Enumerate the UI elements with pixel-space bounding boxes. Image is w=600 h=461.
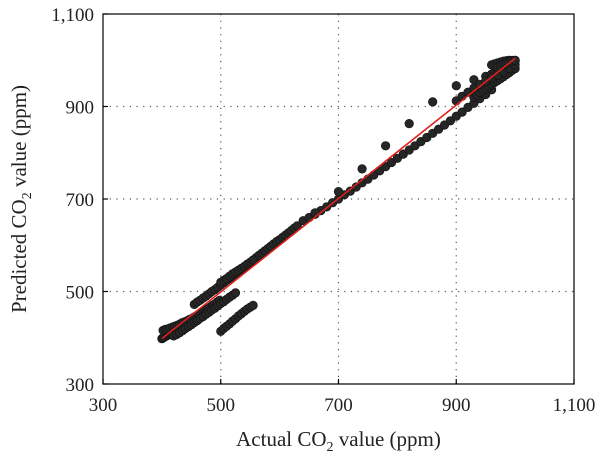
x-tick-label: 700 bbox=[324, 395, 353, 416]
x-tick-label: 500 bbox=[207, 395, 236, 416]
y-tick-label: 500 bbox=[66, 283, 95, 304]
data-point bbox=[333, 187, 344, 197]
x-axis-title-prefix: Actual CO bbox=[236, 427, 326, 451]
data-point bbox=[510, 55, 520, 65]
data-point bbox=[230, 288, 241, 298]
data-point bbox=[292, 221, 302, 231]
x-axis-title-suffix: value (ppm) bbox=[334, 427, 441, 451]
data-point bbox=[428, 97, 438, 107]
y-tick-label: 300 bbox=[66, 375, 95, 396]
data-point bbox=[381, 141, 391, 151]
fit-line bbox=[161, 57, 516, 340]
data-point bbox=[404, 118, 414, 129]
y-axis-title-subscript: 2 bbox=[20, 192, 35, 199]
data-point bbox=[310, 208, 320, 218]
y-axis-title-prefix: Predicted CO bbox=[7, 199, 31, 313]
x-axis-title-subscript: 2 bbox=[327, 440, 334, 455]
x-axis-title: Actual CO2 value (ppm) bbox=[236, 427, 441, 455]
y-axis-title-suffix: value (ppm) bbox=[7, 85, 31, 192]
x-tick-label: 1,100 bbox=[553, 395, 596, 416]
y-tick-label: 900 bbox=[66, 98, 95, 119]
x-tick-label: 300 bbox=[89, 395, 118, 416]
fit-line-layer bbox=[161, 57, 516, 340]
data-point bbox=[357, 164, 367, 174]
data-point bbox=[248, 255, 258, 265]
y-tick-label: 700 bbox=[66, 190, 95, 211]
y-tick-label: 1,100 bbox=[51, 5, 94, 26]
tick-layer bbox=[102, 13, 575, 385]
tick-labels-layer: 300 500 700 900 1,100 300 500 700 900 1,100 bbox=[51, 5, 595, 416]
x-tick-label: 900 bbox=[442, 395, 471, 416]
data-point bbox=[451, 81, 461, 91]
data-point bbox=[248, 300, 258, 311]
y-axis-title: Predicted CO2 value (ppm) bbox=[7, 85, 35, 313]
